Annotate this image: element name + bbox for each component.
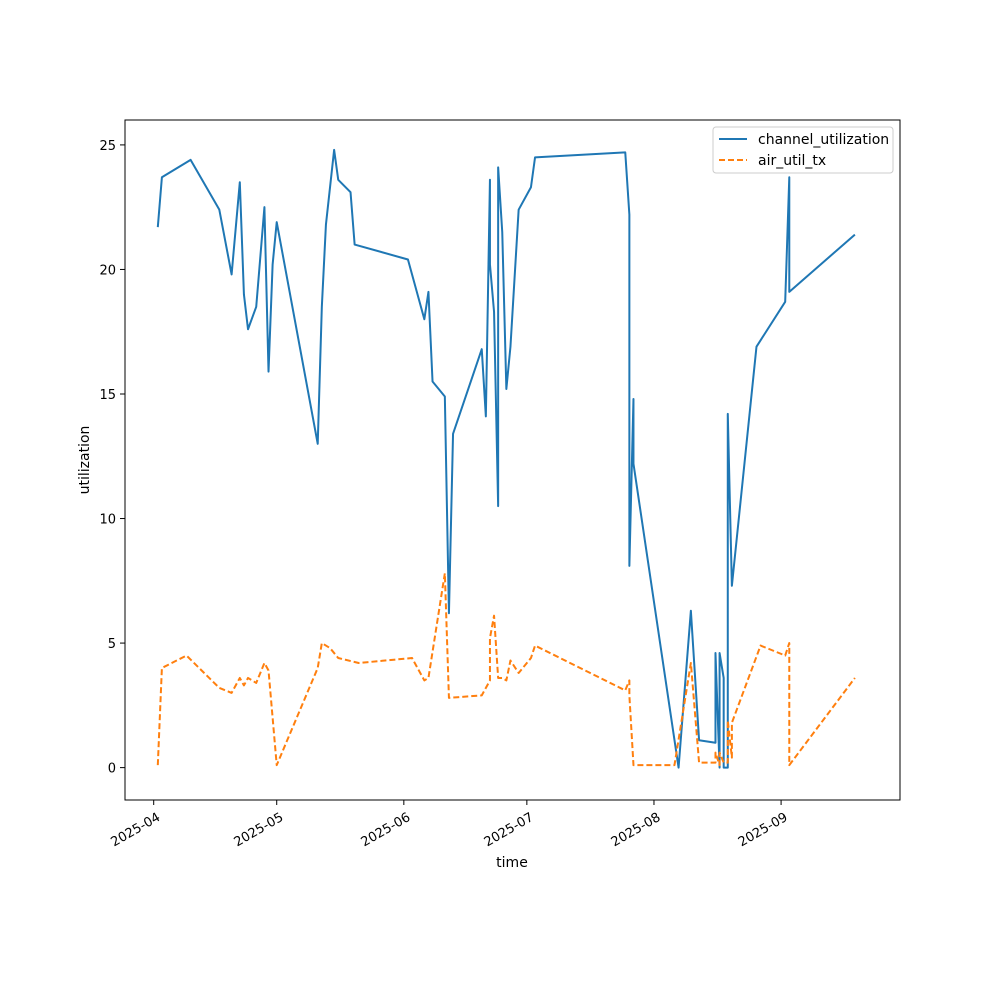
x-axis-label: time: [496, 855, 528, 871]
legend-box: [712, 126, 894, 174]
y-tick-label: 10: [99, 513, 116, 528]
legend-label-channel-utilization: channel_utilization: [758, 132, 889, 148]
legend: channel_utilization air_util_tx: [712, 126, 894, 174]
series-layer: [156, 148, 856, 769]
y-axis: 0 5 10 15 20 25: [99, 139, 125, 777]
y-tick-label: 25: [99, 139, 116, 154]
y-tick-label: 0: [108, 762, 116, 777]
series-line-air-util-tx: [156, 572, 856, 767]
legend-label-air-util-tx: air_util_tx: [758, 153, 826, 169]
y-tick-label: 5: [108, 637, 116, 652]
y-axis-label: utilization: [77, 426, 93, 495]
series-line-channel-utilization: [156, 148, 856, 769]
plot-frame: [124, 119, 901, 801]
y-tick-label: 20: [99, 263, 116, 278]
y-tick-label: 15: [99, 388, 116, 403]
